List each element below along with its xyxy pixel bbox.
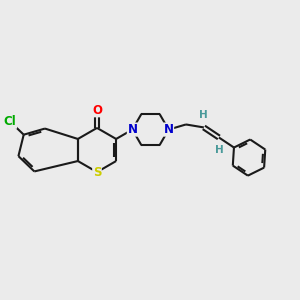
Text: Cl: Cl (4, 115, 16, 128)
Text: S: S (93, 166, 101, 178)
Text: H: H (214, 145, 223, 154)
Text: N: N (128, 123, 137, 136)
Text: H: H (200, 110, 208, 120)
Text: O: O (92, 104, 102, 117)
Text: N: N (164, 123, 174, 136)
